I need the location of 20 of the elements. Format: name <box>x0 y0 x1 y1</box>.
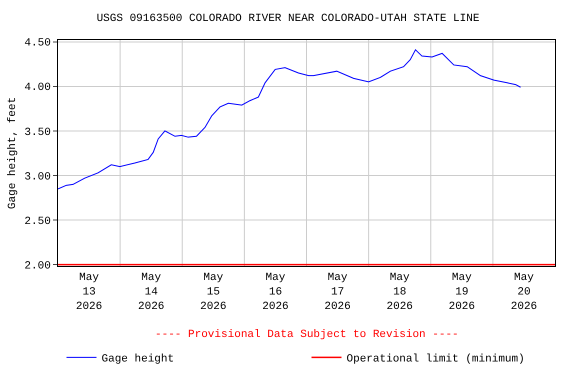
y-tick-label: 2.00 <box>24 260 51 273</box>
x-tick-label: May 20 2026 <box>510 272 538 313</box>
x-tick-label: May 18 2026 <box>386 272 413 313</box>
y-axis-title: Gage height, feet <box>7 96 20 210</box>
x-tick-label: May 17 2026 <box>324 272 351 313</box>
legend-label: Gage height <box>102 354 174 366</box>
x-tick-label: May 13 2026 <box>76 272 102 313</box>
legend-label: Operational limit (minimum) <box>346 354 525 366</box>
chart-title: USGS 09163500 COLORADO RIVER NEAR COLORADO-UTAH STATE LINE <box>96 13 480 26</box>
x-tick-label: May 16 2026 <box>262 272 289 313</box>
y-tick-label: 3.50 <box>24 126 51 139</box>
x-tick-label: May 15 2026 <box>200 272 227 313</box>
line-series <box>58 49 522 190</box>
x-tick-label: May 19 2026 <box>448 272 476 313</box>
y-tick-label: 4.50 <box>24 38 51 50</box>
y-tick-label: 2.50 <box>24 216 51 228</box>
text: ---- Provisional Data Subject to Revision ---- <box>155 329 459 341</box>
y-tick-label: 4.00 <box>24 82 51 94</box>
y-tick-label: 3.00 <box>24 171 51 184</box>
x-tick-label: May 14 2026 <box>138 272 164 313</box>
